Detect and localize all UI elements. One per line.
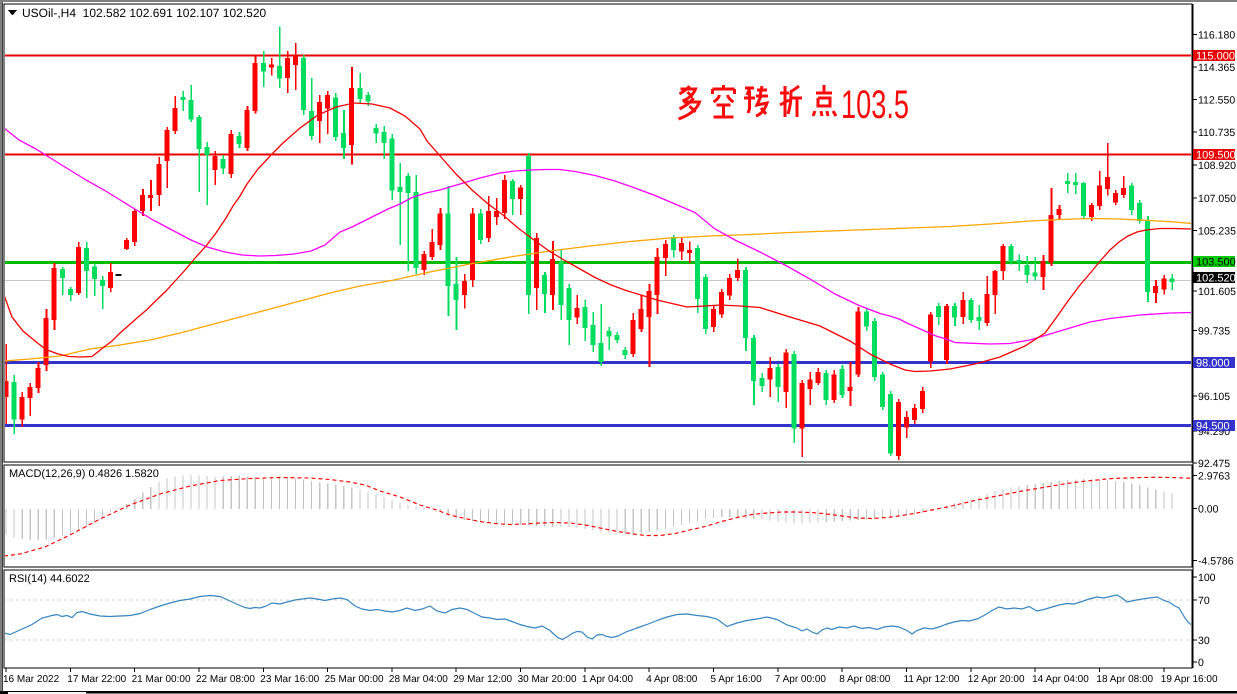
- svg-text:21 Mar 00:00: 21 Mar 00:00: [132, 674, 191, 685]
- svg-text:108.920: 108.920: [1198, 160, 1236, 172]
- svg-text:25 Mar 00:00: 25 Mar 00:00: [325, 674, 384, 685]
- svg-text:0.00: 0.00: [1198, 504, 1219, 516]
- svg-text:19 Apr 16:00: 19 Apr 16:00: [1161, 674, 1218, 685]
- svg-text:114.365: 114.365: [1198, 62, 1235, 74]
- svg-text:110.735: 110.735: [1198, 127, 1235, 139]
- svg-text:-4.5786: -4.5786: [1198, 556, 1234, 568]
- svg-text:102.520: 102.520: [1196, 273, 1236, 285]
- svg-text:28 Mar 04:00: 28 Mar 04:00: [389, 674, 448, 685]
- svg-text:30: 30: [1198, 635, 1210, 647]
- svg-text:RSI(14) 44.6022: RSI(14) 44.6022: [9, 573, 90, 585]
- svg-text:70: 70: [1198, 595, 1210, 607]
- svg-text:2.9763: 2.9763: [1198, 470, 1230, 482]
- svg-text:22 Mar 08:00: 22 Mar 08:00: [196, 674, 255, 685]
- svg-text:17 Mar 22:00: 17 Mar 22:00: [67, 674, 126, 685]
- svg-text:92.475: 92.475: [1198, 458, 1230, 470]
- svg-text:16 Mar 2022: 16 Mar 2022: [3, 674, 60, 685]
- svg-text:23 Mar 16:00: 23 Mar 16:00: [260, 674, 319, 685]
- svg-text:115.000: 115.000: [1196, 51, 1235, 63]
- svg-text:5 Apr 16:00: 5 Apr 16:00: [711, 674, 763, 685]
- svg-text:96.105: 96.105: [1198, 391, 1230, 403]
- svg-text:11 Apr 12:00: 11 Apr 12:00: [904, 674, 960, 685]
- svg-text:4 Apr 08:00: 4 Apr 08:00: [646, 674, 698, 685]
- svg-text:99.735: 99.735: [1198, 326, 1230, 338]
- svg-text:109.500: 109.500: [1196, 150, 1236, 162]
- svg-text:30 Mar 20:00: 30 Mar 20:00: [518, 674, 577, 685]
- svg-text:1 Apr 04:00: 1 Apr 04:00: [582, 674, 634, 685]
- svg-text:29 Mar 12:00: 29 Mar 12:00: [453, 674, 512, 685]
- svg-text:18 Apr 08:00: 18 Apr 08:00: [1096, 674, 1153, 685]
- svg-text:0: 0: [1198, 657, 1204, 669]
- svg-text:14 Apr 04:00: 14 Apr 04:00: [1032, 674, 1089, 685]
- svg-text:MACD(12,26,9) 0.4826 1.5820: MACD(12,26,9) 0.4826 1.5820: [9, 468, 159, 480]
- svg-text:7 Apr 00:00: 7 Apr 00:00: [775, 674, 827, 685]
- svg-text:103.500: 103.500: [1196, 257, 1236, 269]
- svg-text:105.235: 105.235: [1198, 226, 1236, 238]
- svg-text:107.050: 107.050: [1198, 193, 1236, 205]
- svg-text:100: 100: [1198, 572, 1216, 584]
- svg-text:98.000: 98.000: [1196, 358, 1230, 370]
- svg-text:USOil-,H4 102.582 102.691 102: USOil-,H4 102.582 102.691 102.107 102.52…: [22, 6, 267, 20]
- svg-text:112.550: 112.550: [1198, 95, 1235, 107]
- svg-text:94.500: 94.500: [1196, 421, 1230, 433]
- svg-text:116.180: 116.180: [1198, 30, 1235, 42]
- svg-text:101.605: 101.605: [1198, 286, 1236, 298]
- svg-text:8 Apr 08:00: 8 Apr 08:00: [839, 674, 891, 685]
- svg-text:103.5: 103.5: [841, 83, 909, 127]
- svg-text:12 Apr 20:00: 12 Apr 20:00: [968, 674, 1025, 685]
